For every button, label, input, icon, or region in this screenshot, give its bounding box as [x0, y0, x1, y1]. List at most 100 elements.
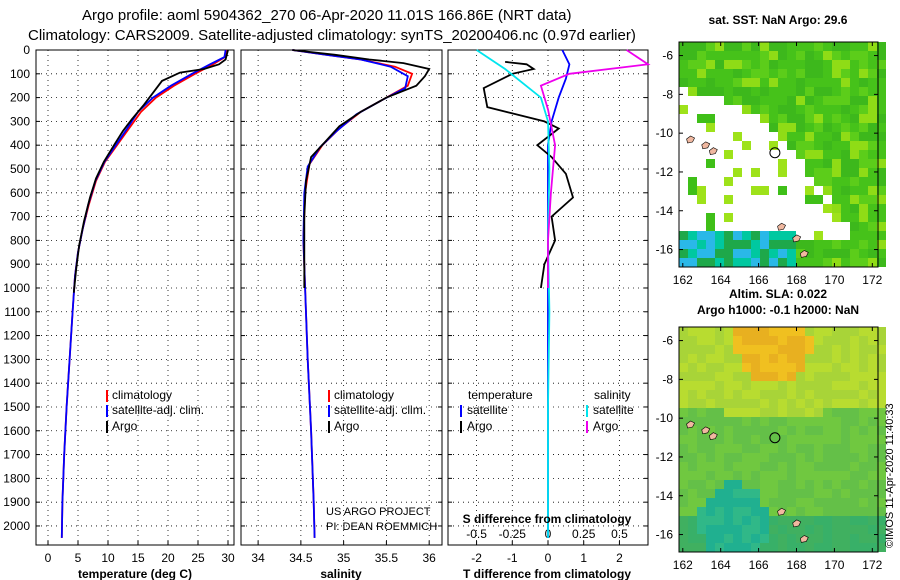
series-argo — [72, 49, 229, 293]
credit-project: US ARGO PROJECT — [326, 506, 431, 518]
map-y-tick-label: -12 — [656, 450, 674, 464]
map-x-tick-label: 164 — [711, 558, 731, 572]
y-tick-label: 2000 — [3, 519, 30, 533]
island-shape — [799, 535, 809, 543]
legend-t-satellite: satellite — [467, 403, 508, 417]
s-diff-xlabel: S difference from climatology — [463, 512, 632, 526]
t-diff-xlabel: T difference from climatology — [463, 567, 631, 580]
sst-map: sat. SST: NaN Argo: 29.6 162 164 166 168 170… — [656, 13, 886, 287]
y-tick-label: 1400 — [3, 376, 30, 390]
y-tick-label: 100 — [10, 67, 30, 81]
map-x-tick-label: 166 — [749, 558, 769, 572]
map-x-tick-label: 166 — [749, 273, 769, 287]
temperature-legend: climatology satellite-adj. clim. Argo — [106, 388, 204, 433]
temperature-xlabel: temperature (deg C) — [78, 567, 192, 580]
island-shape — [686, 135, 695, 144]
series-s-satellite — [476, 49, 551, 538]
map-y-tick-label: -14 — [656, 204, 674, 218]
difference-panel: -2 -1 0 1 2-0.5 -0.25 0 0.25 0.5 temperature sal… — [447, 49, 651, 580]
sst-map-title: sat. SST: NaN Argo: 29.6 — [709, 13, 848, 27]
legend-argo: Argo — [112, 419, 138, 433]
x-tick-label: 34.5 — [289, 551, 313, 565]
float-position-marker — [769, 147, 781, 159]
x-tick-label: -1 — [507, 551, 518, 565]
x-tick-label: 34 — [251, 551, 265, 565]
legend-s-satellite: satellite — [593, 403, 634, 417]
series-climatology — [292, 49, 414, 538]
x-tick-label: 0 — [545, 551, 552, 565]
sla-map: Altim. SLA: 0.022 Argo h1000: -0.1 h2000… — [656, 287, 886, 572]
x-tick-label: 2 — [616, 551, 623, 565]
y-tick-label: 1300 — [3, 352, 30, 366]
difference-legend: temperature salinity satellite Argo sate… — [460, 388, 634, 433]
temperature-panel: 0 5 10 15 20 25 300100200300400500600700800900… — [3, 43, 235, 580]
s-diff-tick-label: -0.5 — [466, 527, 487, 541]
island-shape — [686, 420, 695, 429]
island-shape — [792, 234, 802, 243]
series-satellite — [292, 49, 409, 538]
map-y-tick-label: -12 — [656, 165, 674, 179]
legend-argo: Argo — [334, 419, 360, 433]
salinity-legend: climatology satellite-adj. clim. Argo — [328, 388, 426, 433]
legend-t-argo: Argo — [467, 419, 493, 433]
y-tick-label: 1600 — [3, 424, 30, 438]
x-tick-label: 0 — [45, 551, 52, 565]
island-shape — [701, 426, 711, 435]
y-tick-label: 1900 — [3, 495, 30, 509]
map-y-tick-label: -8 — [662, 87, 673, 101]
map-x-tick-label: 170 — [824, 558, 844, 572]
map-x-tick-label: 172 — [862, 558, 882, 572]
series-satellite — [60, 49, 227, 538]
legend-temperature-title: temperature — [468, 388, 533, 402]
island-shape — [792, 519, 802, 528]
map-x-tick-label: 168 — [786, 558, 806, 572]
y-tick-label: 500 — [10, 162, 30, 176]
legend-climatology: climatology — [112, 388, 172, 402]
map-x-tick-label: 172 — [862, 273, 882, 287]
x-tick-label: 1 — [580, 551, 587, 565]
legend-satellite: satellite-adj. clim. — [112, 403, 204, 417]
y-tick-label: 800 — [10, 233, 30, 247]
legend-climatology: climatology — [334, 388, 394, 402]
y-tick-label: 0 — [23, 43, 30, 57]
title-line-2: Climatology: CARS2009. Satellite-adjuste… — [28, 27, 636, 44]
y-tick-label: 400 — [10, 138, 30, 152]
y-tick-label: 1800 — [3, 471, 30, 485]
x-tick-label: 15 — [131, 551, 145, 565]
y-tick-label: 300 — [10, 114, 30, 128]
series-s-argo — [539, 49, 651, 288]
x-tick-label: 36 — [422, 551, 436, 565]
map-x-tick-label: 164 — [711, 273, 731, 287]
float-position-marker — [769, 432, 781, 444]
x-tick-label: 30 — [221, 551, 235, 565]
map-x-tick-label: 162 — [673, 558, 693, 572]
y-tick-label: 600 — [10, 186, 30, 200]
title-line-1: Argo profile: aoml 5904362_270 06-Apr-20… — [82, 7, 572, 24]
salinity-panel: 34 34.5 35 35.5 36 climatology satellite-adj… — [240, 49, 443, 580]
y-tick-label: 200 — [10, 91, 30, 105]
y-tick-label: 1100 — [4, 305, 30, 319]
island-shape — [777, 507, 786, 516]
salinity-xlabel: salinity — [320, 567, 362, 580]
x-tick-label: -2 — [471, 551, 482, 565]
map-y-tick-label: -10 — [656, 126, 674, 140]
y-tick-label: 900 — [10, 257, 30, 271]
island-shape — [701, 141, 711, 150]
y-tick-label: 700 — [10, 210, 30, 224]
x-tick-label: 35 — [337, 551, 351, 565]
sla-map-title-2: Argo h1000: -0.1 h2000: NaN — [697, 303, 859, 317]
x-tick-label: 20 — [161, 551, 175, 565]
map-y-tick-label: -16 — [656, 528, 674, 542]
x-tick-label: 25 — [191, 551, 205, 565]
legend-satellite: satellite-adj. clim. — [334, 403, 426, 417]
map-y-tick-label: -10 — [656, 411, 674, 425]
y-tick-label: 1200 — [3, 329, 30, 343]
x-tick-label: 35.5 — [375, 551, 399, 565]
legend-salinity-title: salinity — [594, 388, 631, 402]
sla-map-title: Altim. SLA: 0.022 — [729, 287, 827, 301]
s-diff-tick-label: 0.5 — [611, 527, 628, 541]
map-x-tick-label: 168 — [786, 273, 806, 287]
map-x-tick-label: 162 — [673, 273, 693, 287]
x-tick-label: 5 — [75, 551, 82, 565]
